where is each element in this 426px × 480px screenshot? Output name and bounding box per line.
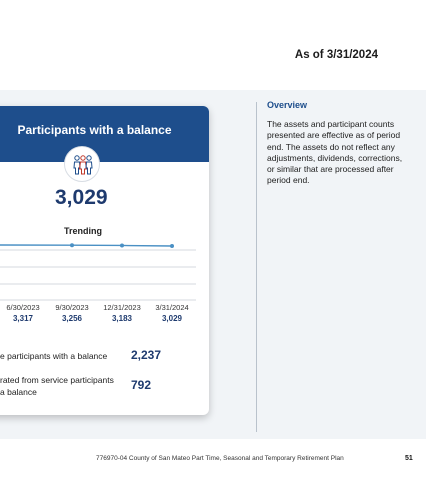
- period-value: 3,256: [61, 314, 83, 323]
- period-date: 6/30/2023: [6, 303, 40, 312]
- column-divider: [256, 102, 257, 432]
- card-title: Participants with a balance: [17, 123, 172, 137]
- period-value: 3,029: [161, 314, 183, 323]
- trending-label: Trending: [64, 226, 102, 236]
- period-value: 3,183: [111, 314, 133, 323]
- stat-value-separated: 792: [131, 378, 152, 392]
- period-date: 9/30/2023: [55, 303, 89, 312]
- trend-line: [0, 244, 173, 247]
- card-header: [0, 106, 209, 162]
- trend-point: [70, 243, 74, 248]
- stat-label-separated: rated from service participants: [0, 375, 114, 385]
- people-icon-graphic: [73, 155, 93, 175]
- trend-point: [170, 244, 174, 249]
- stat-label-active: e participants with a balance: [0, 351, 108, 361]
- overview-title: Overview: [267, 100, 308, 110]
- footer-plan-name: 776970-04 County of San Mateo Part Time,…: [96, 455, 344, 462]
- stat-value-active: 2,237: [131, 348, 162, 362]
- participant-total: 3,029: [55, 186, 108, 209]
- stat-label-separated-line2: a balance: [0, 387, 37, 397]
- trend-point: [120, 243, 124, 248]
- period-date: 12/31/2023: [103, 303, 141, 312]
- participants-card: Participants with a balance: [0, 106, 209, 415]
- page-number: 51: [405, 455, 413, 462]
- trend-chart: [0, 243, 196, 301]
- period-date: 3/31/2024: [155, 303, 189, 312]
- period-value: 3,317: [12, 314, 34, 323]
- as-of-date: As of 3/31/2024: [294, 49, 378, 61]
- overview-body: The assets and participant counts presen…: [267, 119, 403, 186]
- people-icon: [64, 146, 100, 182]
